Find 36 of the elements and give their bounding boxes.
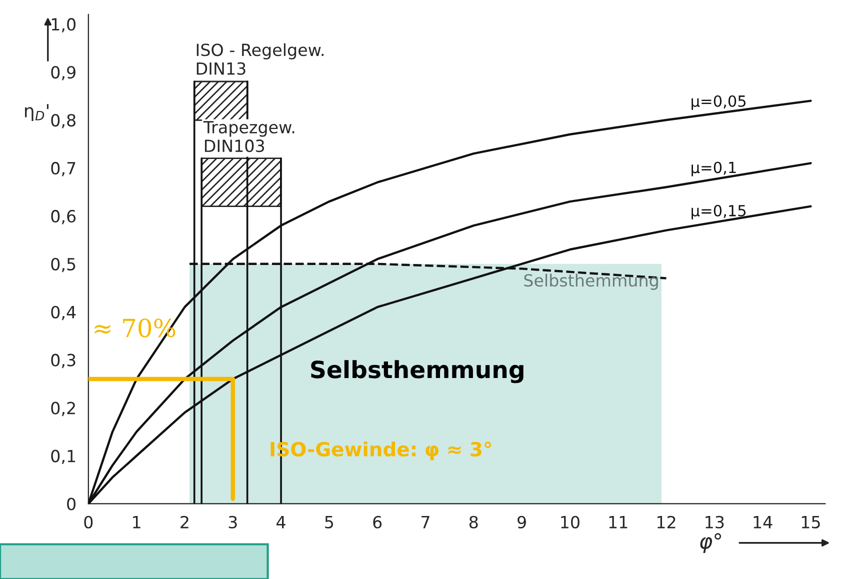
x-tick-label: 4 [276, 516, 286, 528]
annotation: Trapezgew. DIN103 [203, 121, 294, 152]
x-tick-label: 10 [561, 516, 580, 528]
x-tick-label: 6 [373, 516, 382, 528]
x-tick-label: 7 [422, 516, 430, 528]
x-tick-label: 11 [609, 516, 628, 528]
x-tick-label: 1 [133, 516, 140, 528]
y-tick-label: 0,7 [51, 162, 76, 176]
x-tick-label: 13 [706, 516, 724, 528]
y-tick-label: 0,6 [51, 210, 76, 224]
x-tick-label: 3 [228, 516, 237, 528]
annotation: Selbsthemmung [311, 360, 524, 384]
x-tick-label: 12 [657, 516, 676, 528]
series-label: μ=0,05 [692, 95, 746, 110]
y-tick-label: 0,3 [51, 354, 76, 368]
y-tick-label: 0,8 [51, 114, 76, 128]
y-tick-label: 0,4 [51, 306, 76, 320]
annotation: Selbsthemmung [524, 274, 658, 290]
y-tick-label: 0,2 [51, 402, 75, 416]
y-tick-label: 0,1 [51, 450, 76, 464]
x-tick-label: 9 [518, 516, 526, 528]
x-tick-label: 14 [754, 516, 772, 528]
x-axis-title: φ° [700, 533, 722, 553]
x-tick-label: 0 [84, 516, 93, 528]
y-tick-label: 1,0 [52, 18, 76, 32]
x-tick-label: 2 [180, 516, 188, 528]
series-label: μ=0,1 [692, 162, 736, 176]
y-axis-title: η$_{D}$' [25, 104, 48, 122]
series-label: μ=0,15 [692, 204, 746, 220]
y-tick-label: 0 [67, 498, 76, 510]
x-tick-label: 15 [802, 516, 820, 528]
y-tick-label: 0,5 [51, 258, 76, 272]
x-tick-label: 5 [325, 516, 334, 528]
y-tick-label: 0,9 [51, 66, 76, 80]
annotation: ISO - Regelgew. DIN13 [196, 43, 324, 75]
x-tick-label: 8 [469, 516, 478, 528]
